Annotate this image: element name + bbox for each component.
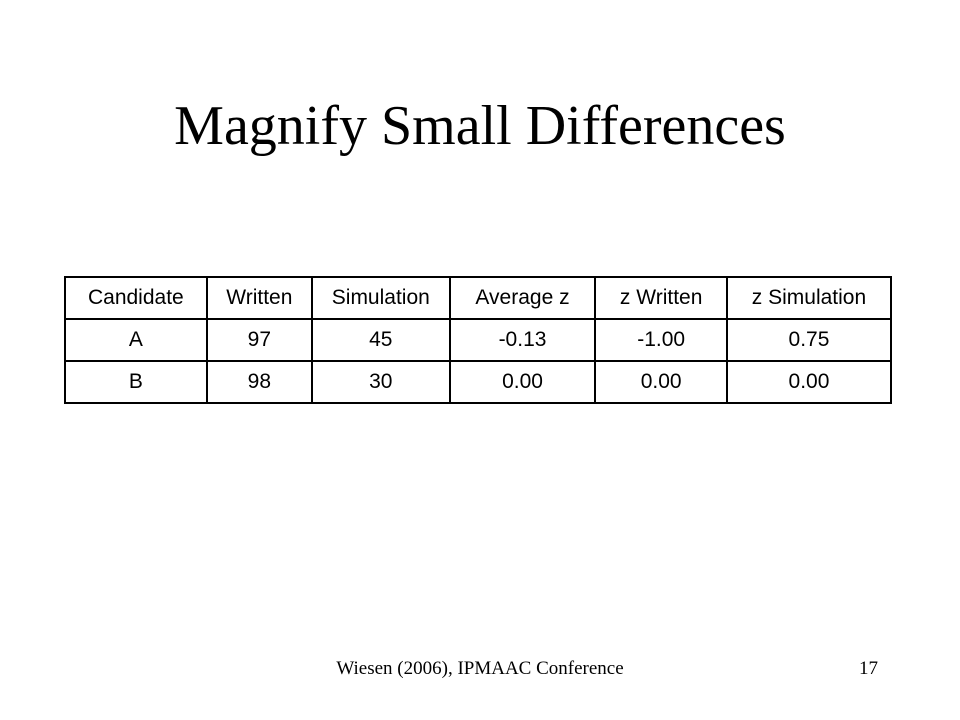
slide-footer: Wiesen (2006), IPMAAC Conference [336,658,624,679]
header-z-simulation: z Simulation [725,276,893,320]
table-cell: 0.75 [725,318,893,362]
table-cell: 97 [205,318,313,362]
header-simulation: Simulation [310,276,451,320]
slide-title: Magnify Small Differences [174,95,786,157]
table-row: A 97 45 -0.13 -1.00 0.75 [64,318,893,362]
table-cell: A [64,318,208,362]
scores-table: Candidate Written Simulation Average z z… [64,276,893,404]
table-cell: -1.00 [594,318,728,362]
table-cell: -0.13 [448,318,597,362]
table-cell: 30 [310,360,451,404]
table-cell: B [64,360,208,404]
header-candidate: Candidate [64,276,208,320]
table-cell: 45 [310,318,451,362]
table-row: B 98 30 0.00 0.00 0.00 [64,360,893,404]
page-number: 17 [859,658,878,679]
table-cell: 0.00 [725,360,893,404]
table-cell: 0.00 [594,360,728,404]
header-written: Written [205,276,313,320]
header-average-z: Average z [448,276,597,320]
table-cell: 98 [205,360,313,404]
table-header-row: Candidate Written Simulation Average z z… [64,276,893,320]
table-cell: 0.00 [448,360,597,404]
header-z-written: z Written [594,276,728,320]
